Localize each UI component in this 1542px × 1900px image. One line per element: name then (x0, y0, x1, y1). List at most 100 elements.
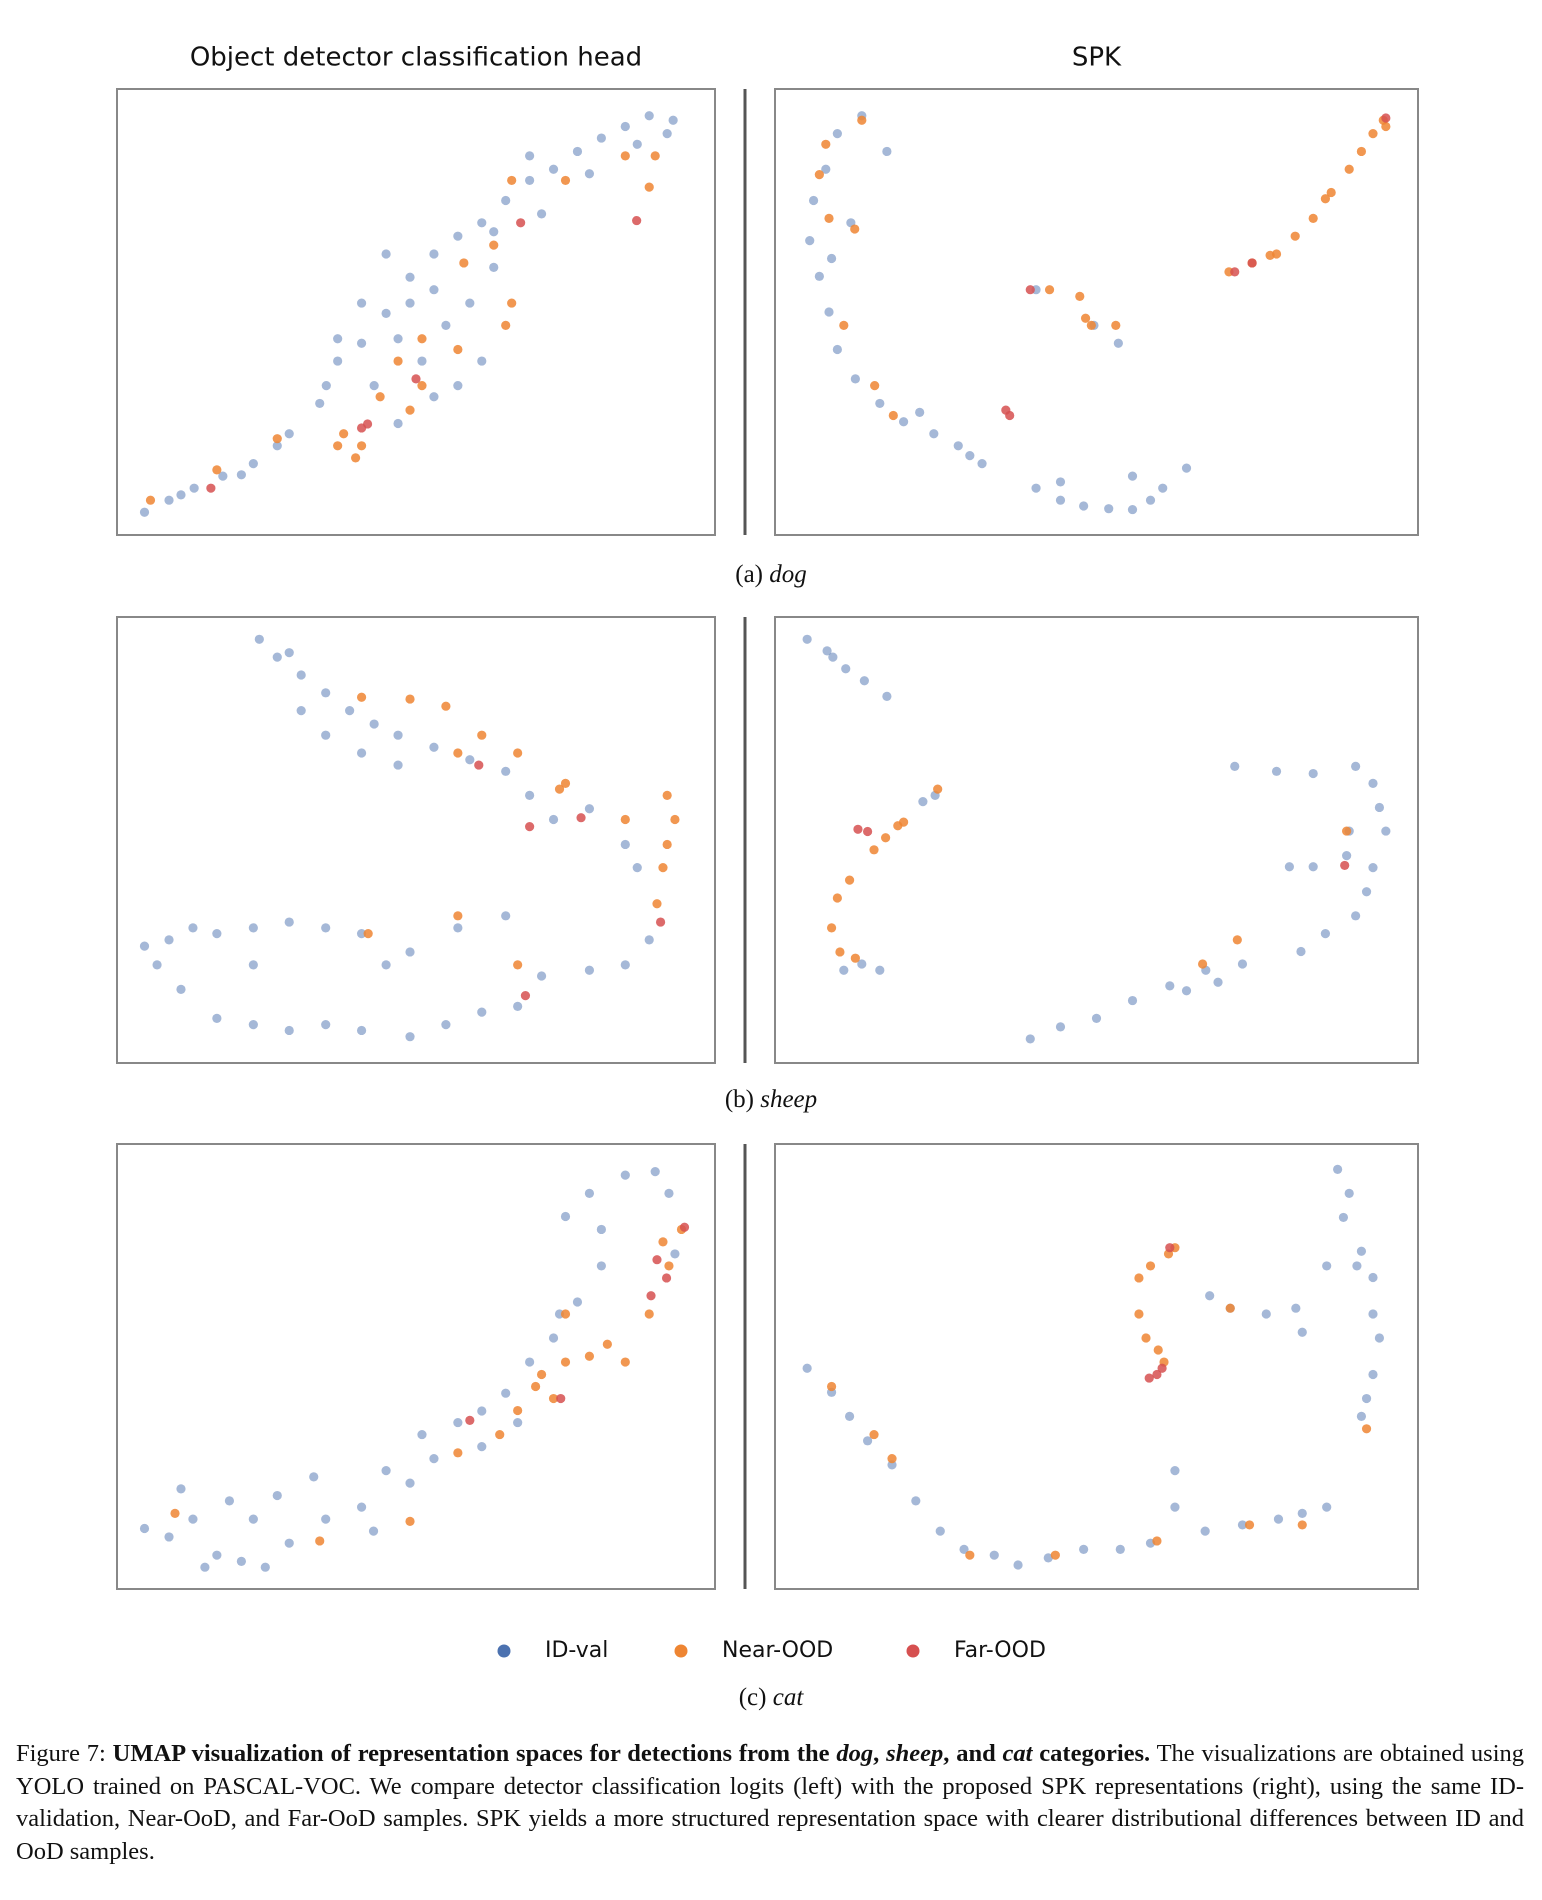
point (602, 1339, 612, 1349)
point (315, 1536, 325, 1546)
point (824, 307, 834, 317)
point (164, 495, 174, 505)
point (1368, 129, 1378, 139)
point (1320, 194, 1331, 204)
point (620, 814, 630, 825)
point (1170, 1502, 1180, 1512)
point (465, 1415, 475, 1425)
point (1001, 405, 1011, 415)
point (145, 495, 156, 505)
subcaption-name: sheep (760, 1086, 817, 1113)
point (1290, 231, 1300, 241)
point (139, 941, 150, 951)
point (620, 960, 630, 970)
point (620, 151, 630, 161)
point (882, 146, 892, 157)
point (620, 1357, 630, 1367)
point (1368, 863, 1378, 873)
point (501, 911, 511, 921)
point (489, 262, 499, 272)
point (1055, 495, 1066, 505)
point (1308, 862, 1318, 872)
point (1361, 887, 1372, 897)
subcaption: (a) dog (735, 561, 807, 588)
point (453, 923, 463, 933)
point (1152, 1536, 1162, 1546)
point (236, 1556, 246, 1567)
point (1025, 285, 1035, 295)
point (632, 139, 642, 149)
point (650, 151, 660, 161)
point (1381, 121, 1391, 132)
point (644, 935, 654, 945)
point (429, 742, 439, 752)
point (844, 1411, 855, 1421)
point (363, 929, 373, 939)
point (832, 344, 842, 355)
point (272, 434, 282, 444)
panel-frame (774, 1143, 1419, 1590)
legend-marker (497, 1644, 511, 1658)
point (236, 470, 246, 480)
point (556, 1393, 566, 1404)
point (284, 917, 294, 927)
point (1230, 267, 1240, 277)
point (453, 1448, 463, 1458)
point (808, 195, 819, 206)
point (560, 1211, 571, 1222)
point (1340, 860, 1350, 871)
point (1200, 1526, 1210, 1536)
point (679, 1222, 690, 1232)
point (321, 923, 331, 933)
point (1075, 291, 1085, 301)
point (189, 483, 199, 493)
point (1153, 1345, 1163, 1355)
point (1181, 986, 1192, 996)
point (572, 1297, 583, 1307)
point (248, 923, 258, 933)
point (369, 719, 379, 729)
point (411, 374, 421, 384)
point (170, 1508, 180, 1518)
point (536, 1369, 547, 1380)
point (507, 175, 517, 186)
figure-caption: Figure 7: UMAP visualization of represen… (16, 1738, 1524, 1868)
point (429, 249, 439, 259)
point (176, 1484, 186, 1494)
point (368, 1526, 379, 1536)
point (646, 1291, 656, 1301)
point (560, 1357, 571, 1367)
point (405, 272, 415, 282)
point (429, 285, 439, 295)
point (224, 1496, 235, 1506)
point (1205, 1291, 1215, 1301)
point (1230, 761, 1240, 772)
point (536, 209, 547, 219)
caption-text: cat (1002, 1740, 1033, 1767)
point (832, 893, 842, 903)
point (356, 441, 367, 451)
point (495, 1429, 505, 1440)
point (188, 923, 198, 933)
point (1381, 826, 1391, 836)
point (441, 701, 451, 711)
point (474, 760, 484, 770)
point (911, 1496, 921, 1506)
point (661, 1273, 672, 1283)
point (584, 804, 595, 814)
point (596, 1261, 606, 1271)
point (356, 692, 367, 702)
point (554, 784, 565, 794)
point (953, 441, 963, 451)
point (1381, 113, 1391, 123)
point (176, 984, 186, 995)
point (321, 688, 331, 698)
point (632, 215, 642, 226)
point (1115, 1544, 1125, 1554)
point (1165, 1243, 1175, 1253)
point (188, 1514, 198, 1524)
point (321, 1514, 331, 1524)
point (525, 790, 535, 801)
point (821, 164, 831, 174)
